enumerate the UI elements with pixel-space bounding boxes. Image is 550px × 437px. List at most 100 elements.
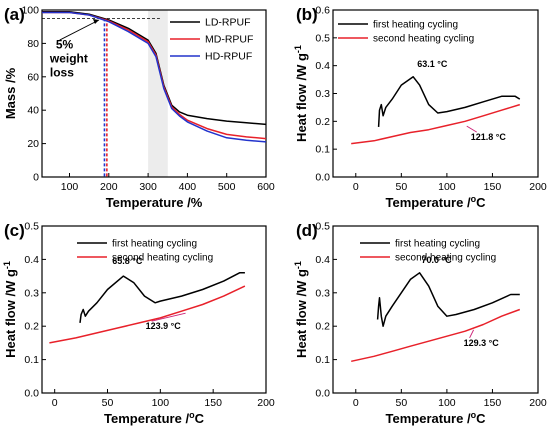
y-tick-label: 0 bbox=[33, 172, 39, 184]
series-line-1 bbox=[376, 272, 520, 327]
y-tick-label: 0.1 bbox=[24, 354, 39, 366]
y-tick-label: 0.5 bbox=[315, 32, 330, 44]
x-tick-label: 200 bbox=[257, 397, 275, 409]
x-axis-title: Temperature /oC bbox=[104, 410, 205, 426]
panel-label: (c) bbox=[4, 221, 25, 240]
chart-panel-1: 100 200 300 400 500 600 0 20 40 60 80 100 LD-RPUF MD-… bbox=[3, 5, 275, 211]
x-tick-label: 400 bbox=[179, 181, 197, 193]
legend-label-2: second heating cycling bbox=[395, 253, 496, 264]
annotation-arrow bbox=[59, 19, 100, 41]
y-tick-label: 0.4 bbox=[315, 254, 330, 266]
series-line-2 bbox=[351, 103, 521, 145]
x-axis-title-end: C bbox=[476, 195, 486, 210]
panel-label: (b) bbox=[296, 5, 318, 24]
x-axis-title: Temperature /oC bbox=[386, 194, 487, 210]
annotation-line-2: weight bbox=[49, 51, 88, 65]
x-axis-title-main: Temperature / bbox=[386, 195, 471, 210]
x-tick-label: 100 bbox=[152, 397, 170, 409]
y-axis-title-sup: -1 bbox=[293, 261, 303, 269]
y-tick-label: 0.2 bbox=[315, 116, 330, 128]
y-tick-label: 0.0 bbox=[315, 388, 330, 400]
y-axis-title: Mass /% bbox=[3, 67, 18, 119]
y-tick-label: 0.4 bbox=[315, 60, 330, 72]
x-tick-label: 500 bbox=[218, 181, 236, 193]
plot-frame bbox=[41, 225, 267, 394]
legend-label-3: HD-RPUF bbox=[205, 51, 252, 63]
annotation-arrow-2 bbox=[469, 329, 474, 339]
y-tick-label: 0.0 bbox=[315, 172, 330, 184]
x-tick-label: 100 bbox=[438, 181, 456, 193]
y-tick-label: 0.0 bbox=[24, 388, 39, 400]
y-tick-label: 0.2 bbox=[24, 321, 39, 333]
y-tick-label: 60 bbox=[27, 71, 39, 83]
x-axis-title-main: Temperature / bbox=[386, 411, 471, 426]
legend-label-2: MD-RPUF bbox=[205, 34, 253, 46]
y-tick-label: 0.1 bbox=[315, 354, 330, 366]
y-axis-title: Heat flow /W g-1 bbox=[2, 261, 18, 358]
y-tick-label: 80 bbox=[27, 38, 39, 50]
x-axis-title: Temperature /oC bbox=[386, 410, 487, 426]
y-tick-label: 0.5 bbox=[24, 221, 39, 233]
x-tick-label: 50 bbox=[395, 397, 407, 409]
annotation-arrow-2 bbox=[466, 125, 477, 133]
shaded-band bbox=[148, 10, 168, 177]
y-tick-label: 0.5 bbox=[315, 221, 330, 233]
series-line-1 bbox=[377, 76, 521, 127]
x-tick-label: 300 bbox=[139, 181, 157, 193]
x-tick-label: 0 bbox=[353, 397, 359, 409]
x-axis-title-sup: o bbox=[471, 194, 477, 204]
x-tick-label: 150 bbox=[204, 397, 222, 409]
x-axis-title-sup: o bbox=[189, 410, 195, 420]
y-axis-title: Heat flow /W g-1 bbox=[293, 261, 309, 358]
y-tick-label: 0.4 bbox=[24, 254, 39, 266]
y-tick-label: 0.3 bbox=[24, 287, 39, 299]
legend-label-2: second heating cycling bbox=[373, 34, 474, 45]
annotation-line-1: 5% bbox=[56, 37, 74, 51]
x-tick-label: 200 bbox=[100, 181, 118, 193]
annotation-2: 121.8 °C bbox=[471, 132, 507, 142]
x-tick-label: 50 bbox=[102, 397, 114, 409]
y-tick-label: 100 bbox=[21, 5, 39, 17]
legend-label-1: LD-RPUF bbox=[205, 17, 251, 29]
y-tick-label: 0.6 bbox=[315, 5, 330, 17]
y-tick-label: 0.3 bbox=[315, 287, 330, 299]
series-line-2 bbox=[49, 285, 246, 344]
y-axis-title-sup: -1 bbox=[293, 45, 303, 53]
x-axis-title-main: Temperature /% bbox=[106, 195, 203, 210]
x-tick-label: 200 bbox=[529, 181, 547, 193]
y-axis-title-sup: -1 bbox=[2, 261, 12, 269]
y-tick-label: 0.2 bbox=[315, 321, 330, 333]
x-tick-label: 50 bbox=[395, 181, 407, 193]
y-axis-title-main: Heat flow /W g bbox=[3, 269, 18, 358]
x-tick-label: 0 bbox=[353, 181, 359, 193]
legend-label-1: first heating cycling bbox=[395, 239, 480, 250]
y-axis-title-main: Heat flow /W g bbox=[294, 53, 309, 142]
y-tick-label: 0.3 bbox=[315, 88, 330, 100]
x-axis-title-main: Temperature / bbox=[104, 411, 189, 426]
x-axis-title-sup: o bbox=[471, 410, 477, 420]
legend-label-2: second heating cycling bbox=[112, 253, 213, 264]
series-line-1 bbox=[79, 272, 245, 323]
x-tick-label: 200 bbox=[529, 397, 547, 409]
y-tick-label: 40 bbox=[27, 105, 39, 117]
legend-label-1: first heating cycling bbox=[112, 239, 197, 250]
y-axis-title-main: Heat flow /W g bbox=[294, 269, 309, 358]
x-axis-title: Temperature /% bbox=[106, 195, 203, 210]
x-tick-label: 100 bbox=[61, 181, 79, 193]
legend-label-1: first heating cycling bbox=[373, 20, 458, 31]
y-axis-title: Heat flow /W g-1 bbox=[293, 45, 309, 142]
annotation-2: 123.9 °C bbox=[146, 321, 182, 331]
x-axis-title-end: C bbox=[476, 411, 486, 426]
y-tick-label: 20 bbox=[27, 138, 39, 150]
annotation-2: 129.3 °C bbox=[464, 338, 500, 348]
x-tick-label: 150 bbox=[484, 181, 502, 193]
chart-panel-3: 0 50 100 150 200 0.0 0.1 0.2 0.3 0.4 0.5 first heat… bbox=[2, 221, 275, 427]
annotation-arrow-2 bbox=[151, 312, 186, 322]
series-line-2 bbox=[351, 308, 521, 363]
y-axis-title-main: Mass /% bbox=[3, 67, 18, 119]
chart-panel-4: 0 50 100 150 200 0.0 0.1 0.2 0.3 0.4 0.5 first heat… bbox=[293, 221, 547, 427]
annotation-1: 70.0 °C bbox=[422, 255, 453, 265]
annotation-arrowhead bbox=[92, 19, 99, 25]
x-tick-label: 100 bbox=[438, 397, 456, 409]
